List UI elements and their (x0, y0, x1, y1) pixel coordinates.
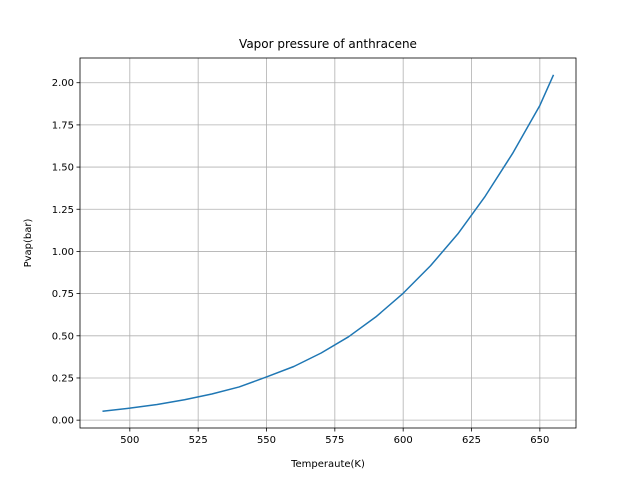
y-tick-label: 2.00 (52, 78, 74, 89)
y-tick-label: 1.75 (52, 120, 74, 131)
y-tick-label: 0.25 (52, 373, 74, 384)
axis-ticks: 500 525 550 575 600 625 650 0.00 0.25 0.50 0.75 1.0… (52, 78, 550, 446)
x-tick-label: 525 (189, 435, 208, 446)
y-tick-label: 1.00 (52, 247, 74, 258)
grid (80, 58, 576, 428)
x-tick-label: 550 (257, 435, 276, 446)
plot-frame (79, 57, 577, 429)
plot-series (102, 74, 555, 412)
x-tick-label: 500 (120, 435, 139, 446)
x-tick-label: 600 (394, 435, 413, 446)
x-axis-label: Temperaute(K) (290, 459, 365, 470)
x-tick-label: 625 (462, 435, 481, 446)
y-tick-label: 1.50 (52, 163, 74, 174)
y-tick-label: 0.50 (52, 331, 74, 342)
vapor-pressure-line (102, 74, 555, 412)
y-axis-label: Pvap(bar) (23, 219, 34, 268)
y-tick-label: 0.00 (52, 416, 74, 427)
x-tick-label: 650 (530, 435, 549, 446)
y-tick-label: 1.25 (52, 205, 74, 216)
chart-title: Vapor pressure of anthracene (239, 37, 417, 51)
y-tick-label: 0.75 (52, 289, 74, 300)
x-tick-label: 575 (325, 435, 344, 446)
